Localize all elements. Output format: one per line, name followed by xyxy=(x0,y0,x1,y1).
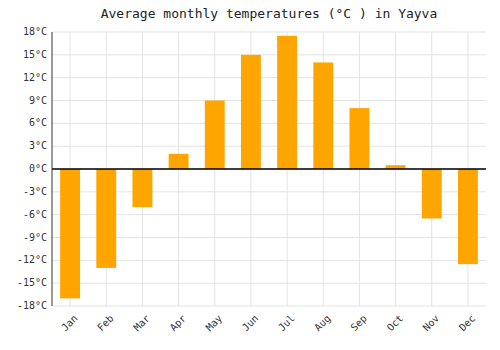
y-axis-line xyxy=(52,32,53,306)
y-tick-label: -12°C xyxy=(17,254,47,265)
y-tick-label: 6°C xyxy=(29,117,47,128)
y-grid-line xyxy=(52,191,486,192)
bar xyxy=(60,169,80,298)
y-grid-line xyxy=(52,146,486,147)
y-tick-labels: -18°C -15°C -12°C -9°C -6°C -3°C 0°C 3°C 6°C 9°C 1… xyxy=(17,26,47,311)
y-grid-line xyxy=(52,283,486,284)
bar xyxy=(277,36,297,169)
bar xyxy=(313,62,333,169)
bar xyxy=(422,169,442,218)
y-tick-label: -6°C xyxy=(23,209,47,220)
bar xyxy=(205,101,225,170)
y-tick-label: -15°C xyxy=(17,277,47,288)
x-tick-label: Jan xyxy=(59,313,80,334)
y-grid-line xyxy=(52,214,486,215)
y-grid-line xyxy=(52,32,486,33)
y-grid-line xyxy=(52,54,486,55)
y-tick-label: 9°C xyxy=(29,95,47,106)
x-tick-label: Dec xyxy=(457,313,478,334)
y-tick-label: 12°C xyxy=(23,72,47,83)
bar xyxy=(241,55,261,169)
zero-line xyxy=(52,168,486,170)
y-grid-line xyxy=(52,306,486,307)
x-tick-label: Jul xyxy=(276,313,297,334)
x-tick-label: Feb xyxy=(95,313,116,334)
y-tick-label: 18°C xyxy=(23,26,47,37)
bar xyxy=(132,169,152,207)
x-tick-labels: Jan Feb Mar Apr May Jun Jul Aug Sep Oct Nov Dec xyxy=(59,313,477,334)
x-tick-label: Apr xyxy=(168,313,189,334)
y-grid-line xyxy=(52,169,486,170)
y-tick-label: -18°C xyxy=(17,300,47,311)
x-tick-label: Jun xyxy=(240,313,261,334)
y-tick-label: 0°C xyxy=(29,163,47,174)
chart-svg: -18°C -15°C -12°C -9°C -6°C -3°C 0°C 3°C 6°C 9°C 1… xyxy=(0,0,500,350)
y-grid-line xyxy=(52,260,486,261)
x-tick-label: Aug xyxy=(312,313,333,334)
title: Average monthly temperatures (°C ) in Ya… xyxy=(101,6,438,21)
y-grid-line xyxy=(52,237,486,238)
bar xyxy=(349,108,369,169)
x-tick-label: Sep xyxy=(348,313,369,334)
y-tick-label: 3°C xyxy=(29,140,47,151)
y-tick-label: -3°C xyxy=(23,186,47,197)
y-grid-line xyxy=(52,123,486,124)
chart-container: -18°C -15°C -12°C -9°C -6°C -3°C 0°C 3°C 6°C 9°C 1… xyxy=(0,0,500,350)
y-grid-line xyxy=(52,100,486,101)
grid xyxy=(52,32,486,306)
bar xyxy=(458,169,478,264)
x-tick-label: Mar xyxy=(131,313,152,334)
bar xyxy=(169,154,189,169)
y-tick-label: 15°C xyxy=(23,49,47,60)
y-grid-line xyxy=(52,77,486,78)
y-tick-label: -9°C xyxy=(23,232,47,243)
x-tick-label: May xyxy=(204,313,225,334)
bars xyxy=(60,36,478,299)
x-tick-label: Oct xyxy=(385,313,406,334)
x-tick-label: Nov xyxy=(421,313,442,334)
bar xyxy=(96,169,116,268)
